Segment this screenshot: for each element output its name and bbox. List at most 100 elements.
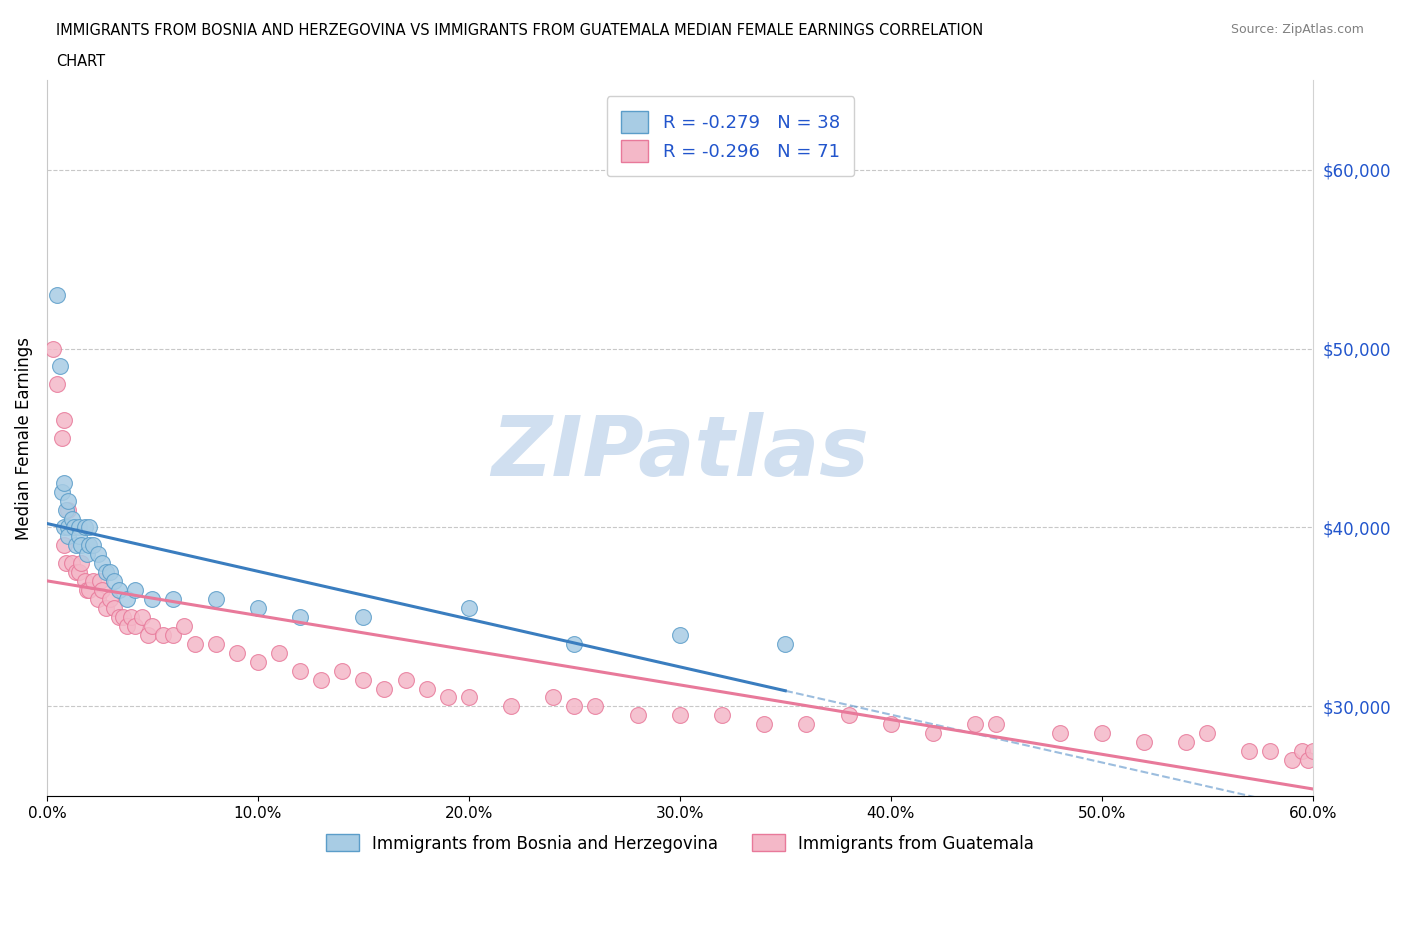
Point xyxy=(56,493,79,508)
Point xyxy=(52,538,75,552)
Point xyxy=(183,636,205,651)
Point xyxy=(82,538,104,552)
Point xyxy=(77,538,100,552)
Point xyxy=(796,717,818,732)
Point xyxy=(965,717,987,732)
Point xyxy=(1302,744,1324,759)
Point xyxy=(98,591,121,606)
Point xyxy=(52,520,75,535)
Point xyxy=(1281,752,1303,767)
Point xyxy=(1291,744,1313,759)
Point xyxy=(752,717,775,732)
Point xyxy=(352,609,374,624)
Point xyxy=(107,583,129,598)
Point xyxy=(56,520,79,535)
Point xyxy=(626,708,648,723)
Point xyxy=(69,538,91,552)
Point xyxy=(51,485,73,499)
Point xyxy=(42,341,65,356)
Point xyxy=(583,699,606,714)
Point xyxy=(94,601,117,616)
Point xyxy=(60,512,83,526)
Point xyxy=(1049,725,1071,740)
Point xyxy=(107,609,129,624)
Point xyxy=(89,574,111,589)
Point xyxy=(267,645,290,660)
Point xyxy=(111,609,134,624)
Point xyxy=(1197,725,1219,740)
Point xyxy=(82,574,104,589)
Point xyxy=(73,574,96,589)
Point xyxy=(1298,752,1320,767)
Point xyxy=(1260,744,1282,759)
Point xyxy=(67,529,90,544)
Point xyxy=(352,672,374,687)
Point xyxy=(668,708,690,723)
Point xyxy=(838,708,860,723)
Point xyxy=(52,413,75,428)
Point xyxy=(56,529,79,544)
Point xyxy=(246,655,269,670)
Point xyxy=(124,583,146,598)
Point xyxy=(541,690,564,705)
Point xyxy=(499,699,522,714)
Point xyxy=(77,520,100,535)
Point xyxy=(330,663,353,678)
Point xyxy=(922,725,945,740)
Point xyxy=(77,583,100,598)
Point xyxy=(152,628,174,643)
Point xyxy=(131,609,153,624)
Point xyxy=(65,538,87,552)
Point xyxy=(67,520,90,535)
Point xyxy=(415,681,437,696)
Y-axis label: Median Female Earnings: Median Female Earnings xyxy=(15,337,32,539)
Point xyxy=(115,591,138,606)
Point xyxy=(98,565,121,579)
Point xyxy=(124,618,146,633)
Point xyxy=(394,672,416,687)
Point xyxy=(162,628,184,643)
Point xyxy=(51,431,73,445)
Point xyxy=(225,645,247,660)
Point xyxy=(55,556,77,571)
Point xyxy=(94,565,117,579)
Point xyxy=(73,520,96,535)
Point xyxy=(204,591,226,606)
Point xyxy=(1175,735,1198,750)
Point xyxy=(173,618,195,633)
Point xyxy=(52,475,75,490)
Text: IMMIGRANTS FROM BOSNIA AND HERZEGOVINA VS IMMIGRANTS FROM GUATEMALA MEDIAN FEMAL: IMMIGRANTS FROM BOSNIA AND HERZEGOVINA V… xyxy=(56,23,983,38)
Point xyxy=(86,591,108,606)
Point xyxy=(55,502,77,517)
Point xyxy=(1133,735,1156,750)
Point xyxy=(46,287,69,302)
Point xyxy=(120,609,142,624)
Point xyxy=(204,636,226,651)
Point xyxy=(373,681,395,696)
Legend: Immigrants from Bosnia and Herzegovina, Immigrants from Guatemala: Immigrants from Bosnia and Herzegovina, … xyxy=(319,828,1040,859)
Point xyxy=(880,717,903,732)
Point xyxy=(436,690,458,705)
Point xyxy=(103,574,125,589)
Point xyxy=(162,591,184,606)
Point xyxy=(48,359,70,374)
Point xyxy=(141,618,163,633)
Point xyxy=(90,556,112,571)
Point xyxy=(136,628,159,643)
Point xyxy=(60,556,83,571)
Point xyxy=(562,636,585,651)
Point xyxy=(115,618,138,633)
Point xyxy=(141,591,163,606)
Point xyxy=(1091,725,1114,740)
Point xyxy=(63,520,86,535)
Point xyxy=(710,708,733,723)
Point xyxy=(69,556,91,571)
Text: Source: ZipAtlas.com: Source: ZipAtlas.com xyxy=(1230,23,1364,36)
Point xyxy=(90,583,112,598)
Point xyxy=(775,636,797,651)
Point xyxy=(76,583,98,598)
Point xyxy=(86,547,108,562)
Point xyxy=(46,377,69,392)
Point xyxy=(1239,744,1261,759)
Point xyxy=(288,663,311,678)
